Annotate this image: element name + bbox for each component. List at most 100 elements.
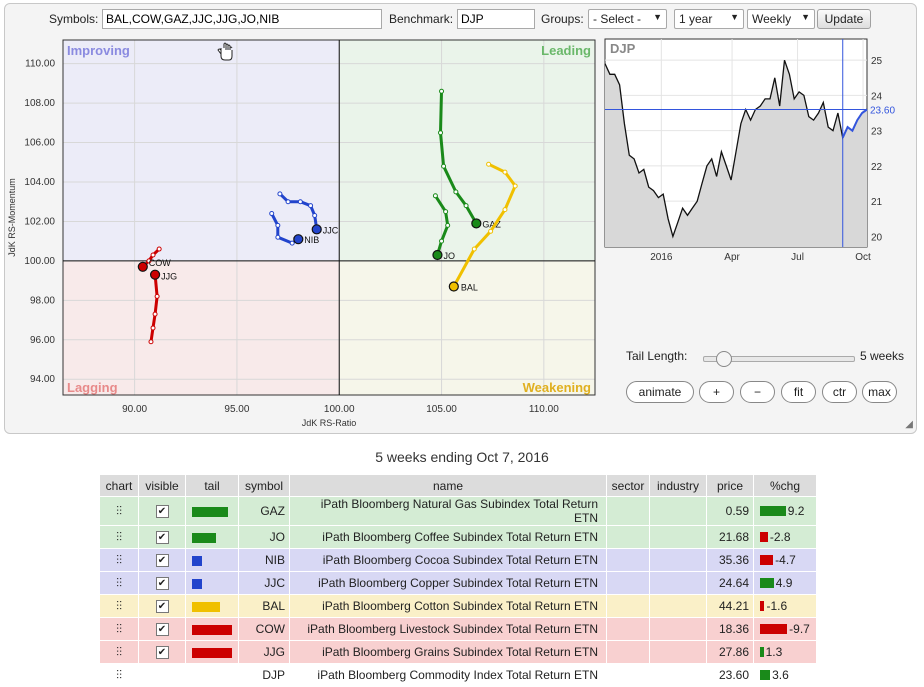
fit-button[interactable]: fit (781, 381, 816, 403)
tail-swatch (192, 601, 220, 612)
chart-icon[interactable]: ⫶⫶ (99, 640, 139, 664)
col-sector[interactable]: sector (606, 474, 650, 497)
rrg-series-jjc[interactable]: JJC (277, 191, 339, 236)
col-chart[interactable]: chart (99, 474, 139, 497)
rrg-series-nib[interactable]: NIB (269, 211, 320, 246)
interval-select[interactable]: Weekly ▼ (747, 9, 815, 29)
symbol-cell[interactable]: JJC (238, 571, 290, 595)
tail-cell (185, 663, 239, 687)
chart-icon[interactable]: ⫶⫶ (99, 617, 139, 641)
tail-length-slider-handle[interactable] (716, 351, 732, 367)
quadrant-leading-label: Leading (541, 43, 591, 58)
col-symbol[interactable]: symbol (238, 474, 290, 497)
table-row[interactable]: ⫶⫶ ✔ JJC iPath Bloomberg Copper Subindex To… (99, 571, 817, 595)
benchmark-y-tick-label: 24 (871, 91, 883, 102)
symbol-cell[interactable]: COW (238, 617, 290, 641)
hand-cursor-icon (217, 42, 233, 61)
rrg-series-cow[interactable]: COW (137, 246, 171, 272)
symbol-cell[interactable]: JJG (238, 640, 290, 664)
col-pct-change[interactable]: %chg (753, 474, 817, 497)
table-row[interactable]: ⫶⫶ ✔ JO iPath Bloomberg Coffee Subindex Tot… (99, 525, 817, 549)
symbol-cell[interactable]: GAZ (238, 496, 290, 526)
benchmark-y-tick-label: 20 (871, 232, 883, 243)
tail-length-slider[interactable] (703, 351, 855, 367)
pct-change-value: 9.2 (787, 504, 805, 518)
rrg-y-tick-label: 108.00 (24, 98, 55, 109)
rrg-series-gaz[interactable]: GAZ (438, 88, 502, 229)
symbols-input[interactable] (102, 9, 382, 29)
table-row[interactable]: ⫶⫶ ✔ BAL iPath Bloomberg Cotton Subindex To… (99, 594, 817, 618)
chart-icon[interactable]: ⫶⫶ (99, 496, 139, 526)
rrg-head-point[interactable] (311, 224, 322, 235)
period-select[interactable]: 1 year ▼ (674, 9, 744, 29)
col-visible[interactable]: visible (138, 474, 186, 497)
chevron-down-icon: ▼ (730, 12, 739, 22)
pct-change-cell: 4.9 (753, 571, 817, 595)
zoom-out-button[interactable]: − (740, 381, 775, 403)
rrg-y-tick-label: 106.00 (24, 138, 55, 149)
pct-change-value: -2.8 (769, 530, 791, 544)
col-name[interactable]: name (289, 474, 607, 497)
rrg-series-jjg[interactable]: JJG (148, 269, 177, 345)
max-button[interactable]: max (862, 381, 897, 403)
chart-icon[interactable]: ⫶⫶ (99, 525, 139, 549)
animate-button[interactable]: animate (626, 381, 694, 403)
rrg-head-point[interactable] (448, 281, 459, 292)
rrg-tail-point (443, 209, 449, 215)
visible-checkbox[interactable]: ✔ (155, 554, 169, 568)
groups-select[interactable]: - Select - ▼ (588, 9, 667, 29)
chart-icon[interactable]: ⫶⫶ (99, 548, 139, 572)
benchmark-input[interactable] (457, 9, 535, 29)
rrg-head-point[interactable] (293, 234, 304, 245)
center-button[interactable]: ctr (822, 381, 857, 403)
table-row[interactable]: ⫶⫶ ✔ COW iPath Bloomberg Livestock Subindex… (99, 617, 817, 641)
table-row[interactable]: ⫶⫶ ✔ GAZ iPath Bloomberg Natural Gas Subind… (99, 496, 817, 526)
zoom-in-button[interactable]: + (699, 381, 734, 403)
benchmark-y-tick-label: 22 (871, 162, 883, 173)
toolbar: Symbols: Benchmark: Groups: - Select -▼ … (5, 4, 918, 34)
symbol-cell[interactable]: BAL (238, 594, 290, 618)
pct-change-bar (760, 624, 788, 634)
update-button[interactable]: Update (817, 9, 871, 29)
visible-checkbox[interactable]: ✔ (155, 505, 169, 519)
visible-checkbox[interactable]: ✔ (155, 531, 169, 545)
resize-handle-icon[interactable]: ◢ (905, 419, 913, 430)
col-industry[interactable]: industry (649, 474, 707, 497)
sector-cell (606, 496, 650, 526)
pct-change-value: -1.6 (766, 599, 788, 613)
table-row[interactable]: ⫶⫶ ✔ JJG iPath Bloomberg Grains Subindex To… (99, 640, 817, 664)
rrg-series-jo[interactable]: JO (432, 193, 455, 261)
benchmark-y-tick-label: 25 (871, 56, 883, 67)
price-cell: 21.68 (706, 525, 754, 549)
name-cell: iPath Bloomberg Grains Subindex Total Re… (289, 640, 607, 664)
visible-checkbox[interactable]: ✔ (155, 646, 169, 660)
rrg-head-point[interactable] (471, 218, 482, 229)
rrg-tail-point (438, 130, 444, 136)
symbol-cell[interactable]: JO (238, 525, 290, 549)
rrg-x-axis-label: JdK RS-Ratio (302, 418, 357, 428)
chart-icon[interactable]: ⫶⫶ (99, 663, 139, 687)
rrg-head-point[interactable] (432, 249, 443, 261)
table-row[interactable]: ⫶⫶ DJP iPath Bloomberg Commodity Index Tot… (99, 663, 817, 687)
rrg-tail-point (312, 213, 318, 219)
visible-checkbox[interactable]: ✔ (155, 623, 169, 637)
rrg-tail-point (512, 183, 518, 189)
rrg-series-bal[interactable]: BAL (448, 161, 518, 293)
symbol-cell[interactable]: NIB (238, 548, 290, 572)
price-cell: 18.36 (706, 617, 754, 641)
chart-icon[interactable]: ⫶⫶ (99, 571, 139, 595)
col-tail[interactable]: tail (185, 474, 239, 497)
visible-checkbox[interactable]: ✔ (155, 577, 169, 591)
rrg-head-point[interactable] (137, 261, 148, 272)
visible-checkbox[interactable]: ✔ (155, 600, 169, 614)
table-row[interactable]: ⫶⫶ ✔ NIB iPath Bloomberg Cocoa Subindex Tot… (99, 548, 817, 572)
symbol-cell[interactable]: DJP (238, 663, 290, 687)
col-price[interactable]: price (706, 474, 754, 497)
chart-icon[interactable]: ⫶⫶ (99, 594, 139, 618)
name-cell: iPath Bloomberg Cocoa Subindex Total Ret… (289, 548, 607, 572)
rrg-chart[interactable]: Improving Leading Lagging Weakening 90.0… (5, 34, 605, 434)
rrg-head-point[interactable] (149, 269, 161, 280)
tail-cell (185, 640, 239, 664)
tail-swatch (192, 578, 202, 589)
benchmark-label: Benchmark: (389, 12, 454, 26)
